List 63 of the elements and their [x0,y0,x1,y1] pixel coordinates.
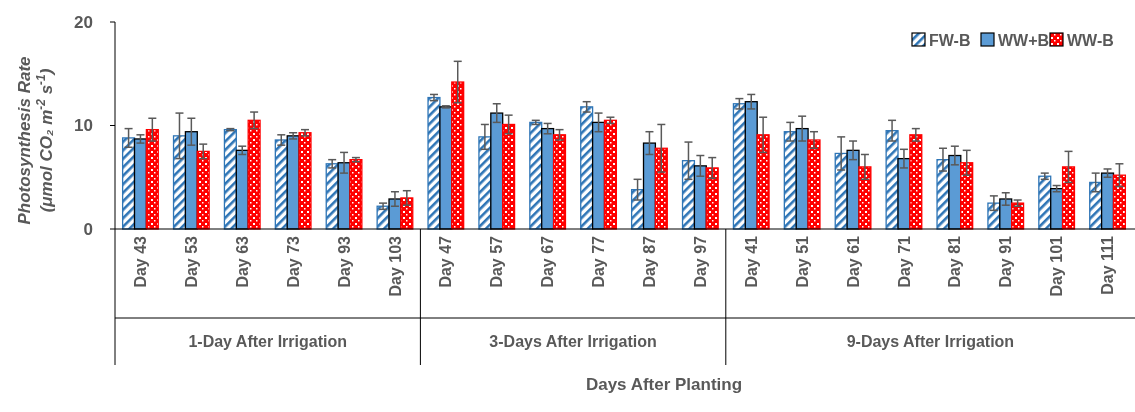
bar [732,103,746,230]
bar [552,134,567,230]
bar [1011,202,1025,230]
bar [502,123,516,230]
bar [885,130,899,230]
bar [274,139,288,230]
x-tick-label: Day 111 [1099,235,1117,295]
x-tick-label: Day 91 [997,235,1015,288]
bar [909,134,923,230]
legend-label: WW+B [998,31,1050,49]
x-tick-label: Day 77 [590,235,608,288]
legend-label: FW-B [929,31,971,49]
x-tick-label: Day 57 [488,235,506,288]
bar [172,135,187,230]
x-tick-label: Day 61 [844,235,862,288]
bar [1038,175,1052,230]
bar [529,121,543,230]
bar [580,106,594,230]
bar [400,197,414,230]
x-tick-label: Day 87 [641,235,659,288]
bar [349,159,363,230]
legend-label: WW-B [1067,31,1114,49]
x-tick-label: Day 63 [233,235,251,288]
x-tick-label: Day 71 [895,235,913,288]
bar [121,137,136,230]
bar [807,139,821,230]
bar [145,128,159,230]
x-tick-label: Day 51 [793,235,811,288]
bar [451,81,465,230]
bar [1061,166,1076,230]
bar [427,96,441,230]
bar [603,119,618,230]
bar [960,162,974,230]
bar [756,134,770,230]
text: 9-Days After Irrigation [846,333,1015,350]
bar [223,128,237,230]
x-tick-label: Day 47 [437,235,455,288]
x-tick-label: Day 93 [335,235,353,288]
bar [298,132,312,230]
x-tick-label: Day 101 [1048,235,1066,297]
x-tick-label: Day 97 [691,235,709,288]
y-tick-label: 10 [74,116,93,136]
x-axis-title: Days After Planting [585,375,743,394]
y-tick-label: 20 [74,12,93,32]
x-tick-label: Day 53 [182,235,200,288]
bar [654,147,668,230]
bar [681,160,696,230]
text: 1-Day After Irrigation [188,333,347,350]
x-tick-label: Day 41 [742,235,760,288]
bar [196,150,210,230]
bar [858,166,872,230]
x-tick-label: Day 67 [539,235,557,288]
y-tick-label: 0 [83,219,93,239]
x-tick-label: Day 103 [386,235,404,297]
bar [1112,174,1127,230]
text: 3-Days After Irrigation [489,333,657,350]
x-tick-label: Day 73 [284,235,302,288]
x-tick-label: Day 43 [132,235,150,288]
bar [247,119,261,230]
x-tick-label: Day 81 [946,235,964,288]
bar [478,136,492,230]
bar [705,167,719,230]
bar [783,131,797,230]
